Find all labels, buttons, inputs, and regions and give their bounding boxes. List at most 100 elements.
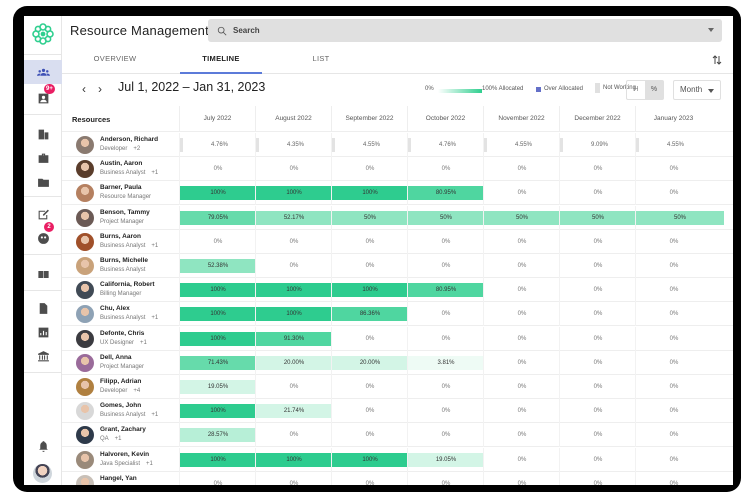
sidebar-item-clients[interactable] — [24, 146, 62, 170]
resource-row[interactable]: Anderson, Richard Developer +2 4.76% 4.35% 4.… — [62, 133, 733, 157]
sidebar-item-bookings[interactable] — [24, 262, 62, 286]
resource-name[interactable]: Burns, Aaron — [100, 232, 141, 240]
allocation-cell[interactable]: 0% — [407, 423, 483, 448]
allocation-cell[interactable]: 0% — [407, 254, 483, 278]
allocation-cell[interactable]: 80.95% — [407, 181, 484, 206]
allocation-cell[interactable]: 52.17% — [255, 205, 332, 230]
allocation-cell[interactable]: 100% — [255, 278, 332, 303]
resource-row[interactable]: Hangel, Yan 0% 0% 0% 0% 0% 0% 0% — [62, 471, 733, 485]
resource-name[interactable]: Austin, Aaron — [100, 160, 143, 168]
allocation-cell[interactable]: 80.95% — [407, 278, 484, 303]
allocation-cell[interactable]: 100% — [179, 181, 256, 206]
hours-toggle-button[interactable]: H — [633, 86, 639, 93]
allocation-cell[interactable]: 0% — [255, 254, 331, 278]
resource-name[interactable]: Filipp, Adrian — [100, 378, 142, 385]
resource-row[interactable]: Barner, Paula Resource Manager 100% 100% 100… — [62, 181, 733, 206]
allocation-cell[interactable]: 4.55% — [483, 133, 560, 157]
allocation-cell[interactable]: 0% — [559, 326, 635, 351]
allocation-cell[interactable]: 0% — [331, 229, 407, 254]
allocation-cell[interactable]: 0% — [407, 375, 483, 399]
allocation-cell[interactable]: 0% — [559, 350, 635, 375]
sidebar-item-finance[interactable] — [24, 344, 62, 368]
allocation-cell[interactable]: 0% — [483, 423, 559, 448]
sidebar-item-approvals[interactable] — [24, 226, 62, 250]
notifications-button[interactable] — [24, 434, 62, 458]
allocation-cell[interactable]: 0% — [255, 229, 331, 254]
resource-row[interactable]: Grant, Zachary QA +1 28.57% 0% 0% 0% 0% 0% 0% — [62, 423, 733, 448]
allocation-cell[interactable]: 4.76% — [407, 133, 484, 157]
allocation-cell[interactable]: 0% — [635, 278, 711, 303]
allocation-cell[interactable]: 0% — [483, 447, 559, 472]
allocation-cell[interactable]: 0% — [635, 399, 711, 424]
allocation-cell[interactable]: 100% — [331, 447, 408, 472]
allocation-cell[interactable]: 0% — [559, 375, 635, 399]
percent-toggle-button[interactable]: % — [645, 81, 663, 99]
allocation-cell[interactable]: 9.09% — [559, 133, 636, 157]
allocation-cell[interactable]: 0% — [483, 157, 559, 182]
resource-name[interactable]: Hangel, Yan — [100, 474, 137, 482]
resource-name[interactable]: Gomes, John — [100, 402, 142, 410]
sidebar-item-projects[interactable] — [24, 170, 62, 194]
allocation-cell[interactable]: 0% — [483, 350, 559, 375]
allocation-cell[interactable]: 0% — [331, 254, 407, 278]
allocation-cell[interactable]: 19.05% — [407, 447, 484, 472]
allocation-cell[interactable]: 0% — [407, 471, 483, 485]
resource-name[interactable]: Grant, Zachary — [100, 426, 146, 434]
allocation-cell[interactable]: 0% — [407, 229, 483, 254]
allocation-cell[interactable]: 4.55% — [635, 133, 712, 157]
resource-row[interactable]: Chu, Alex Business Analyst +1 100% 100% 86.36… — [62, 302, 733, 327]
allocation-cell[interactable]: 0% — [407, 326, 483, 351]
period-select[interactable]: Month — [673, 80, 721, 100]
allocation-cell[interactable]: 0% — [407, 157, 483, 182]
allocation-cell[interactable]: 100% — [331, 278, 408, 303]
allocation-cell[interactable]: 71.43% — [179, 350, 256, 375]
allocation-cell[interactable]: 0% — [635, 423, 711, 448]
allocation-cell[interactable]: 0% — [635, 229, 711, 254]
allocation-cell[interactable]: 0% — [635, 181, 711, 206]
sidebar-item-reports[interactable] — [24, 296, 62, 320]
allocation-cell[interactable]: 0% — [407, 399, 483, 424]
allocation-cell[interactable]: 0% — [331, 375, 407, 399]
allocation-cell[interactable]: 19.05% — [179, 375, 256, 399]
resource-row[interactable]: Gomes, John Business Analyst +1 100% 21.74% 0… — [62, 399, 733, 424]
allocation-cell[interactable]: 100% — [331, 181, 408, 206]
allocation-cell[interactable]: 0% — [483, 229, 559, 254]
resource-row[interactable]: Austin, Aaron Business Analyst +1 0% 0% 0% 0% 0… — [62, 157, 733, 182]
allocation-cell[interactable]: 0% — [483, 399, 559, 424]
resource-row[interactable]: Halvoren, Kevin Java Specialist +1 100% 100%… — [62, 447, 733, 472]
allocation-cell[interactable]: 50% — [635, 205, 724, 230]
allocation-cell[interactable]: 100% — [179, 326, 256, 351]
user-avatar[interactable] — [33, 464, 52, 483]
allocation-cell[interactable]: 52.38% — [179, 254, 256, 278]
tab-list[interactable]: LIST — [312, 54, 330, 63]
allocation-cell[interactable]: 0% — [559, 157, 635, 182]
allocation-cell[interactable]: 0% — [179, 157, 255, 182]
next-period-button[interactable]: › — [98, 82, 102, 96]
sidebar-item-organization[interactable] — [24, 122, 62, 146]
resource-name[interactable]: Anderson, Richard — [100, 136, 159, 143]
resource-row[interactable]: Benson, Tammy Project Manager 79.05% 52.17%… — [62, 205, 733, 230]
allocation-cell[interactable]: 20.00% — [331, 350, 408, 375]
allocation-cell[interactable]: 4.76% — [179, 133, 256, 157]
allocation-cell[interactable]: 0% — [559, 447, 635, 472]
allocation-cell[interactable]: 0% — [635, 254, 711, 278]
allocation-cell[interactable]: 28.57% — [179, 423, 256, 448]
allocation-cell[interactable]: 0% — [255, 471, 331, 485]
allocation-cell[interactable]: 100% — [179, 447, 256, 472]
allocation-cell[interactable]: 4.35% — [255, 133, 332, 157]
allocation-cell[interactable]: 0% — [483, 278, 559, 303]
resource-name[interactable]: Chu, Alex — [100, 305, 130, 313]
resource-name[interactable]: Barner, Paula — [100, 184, 142, 192]
allocation-cell[interactable]: 4.55% — [331, 133, 408, 157]
allocation-cell[interactable]: 0% — [483, 326, 559, 351]
search-dropdown-icon[interactable] — [708, 28, 714, 32]
allocation-cell[interactable]: 0% — [483, 181, 559, 206]
resource-row[interactable]: Defonte, Chris UX Designer +1 100% 91.30% 0% 0… — [62, 326, 733, 351]
allocation-cell[interactable]: 50% — [407, 205, 484, 230]
allocation-cell[interactable]: 0% — [559, 229, 635, 254]
allocation-cell[interactable]: 86.36% — [331, 302, 408, 327]
allocation-cell[interactable]: 50% — [483, 205, 560, 230]
allocation-cell[interactable]: 100% — [179, 278, 256, 303]
tab-overview[interactable]: OVERVIEW — [93, 54, 137, 63]
allocation-cell[interactable]: 100% — [255, 181, 332, 206]
